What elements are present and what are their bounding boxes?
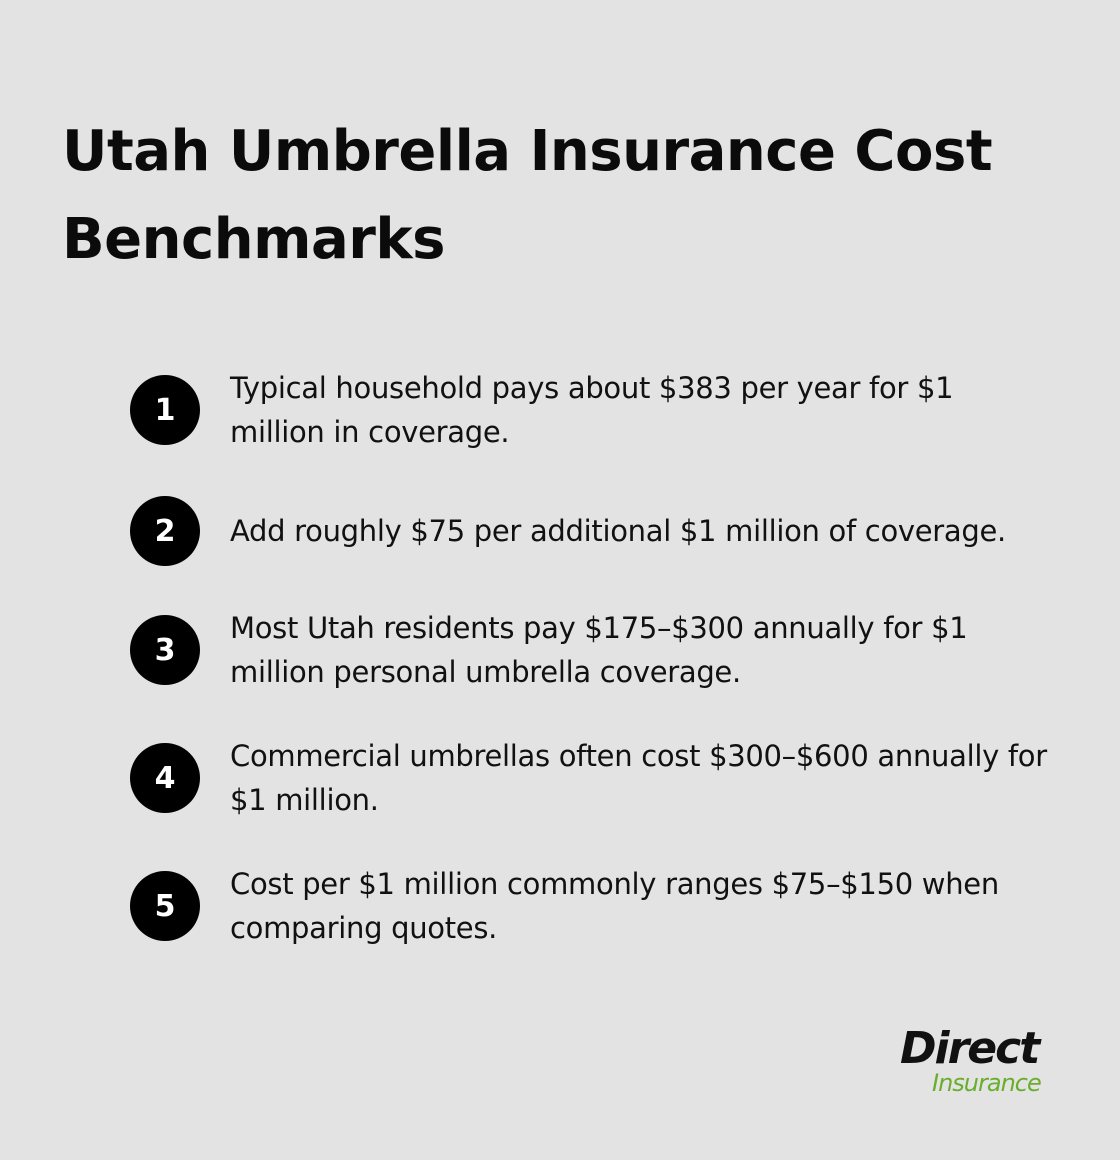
logo: Direct Insurance (900, 1023, 1042, 1097)
item-text: Typical household pays about $383 per ye… (230, 371, 954, 449)
item-text: Cost per $1 million commonly ranges $75–… (230, 867, 999, 945)
logo-bottom: Insurance (932, 1069, 1042, 1097)
item-number: 3 (130, 615, 200, 685)
list-item: 1 Typical household pays about $383 per y… (130, 366, 1050, 454)
item-number: 2 (130, 496, 200, 566)
title: Utah Umbrella Insurance Cost Benchmarks (62, 119, 993, 272)
logo-top: Direct (900, 1023, 1040, 1074)
item-text: Commercial umbrellas often cost $300–$60… (230, 739, 1047, 817)
list-item: 2 Add roughly $75 per additional $1 milli… (130, 496, 1050, 566)
list-item: 3 Most Utah residents pay $175–$300 annua… (130, 606, 1050, 694)
item-text: Most Utah residents pay $175–$300 annual… (230, 611, 968, 689)
item-number: 4 (130, 743, 200, 813)
item-number: 1 (130, 375, 200, 445)
item-number: 5 (130, 871, 200, 941)
item-text: Add roughly $75 per additional $1 millio… (230, 514, 1006, 548)
list-item: 5 Cost per $1 million commonly ranges $75… (130, 862, 1050, 950)
list-item: 4 Commercial umbrellas often cost $300–$6… (130, 734, 1050, 822)
